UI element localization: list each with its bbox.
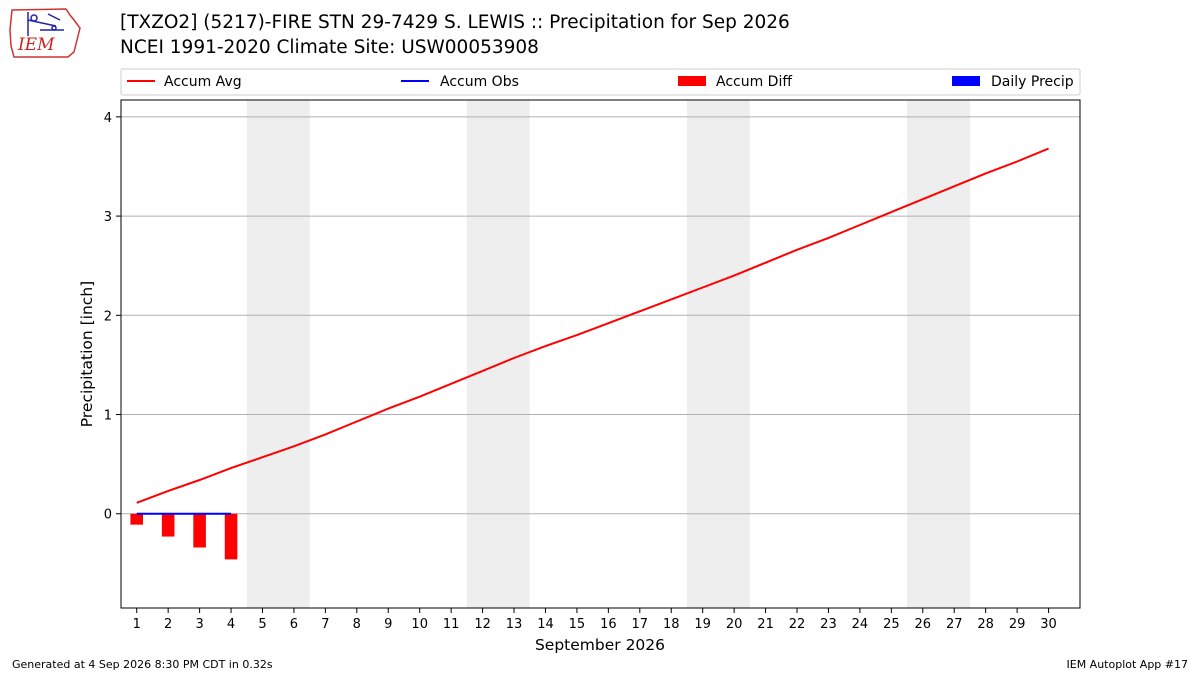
x-tick-label-5: 5 xyxy=(258,617,266,632)
weekend-shading xyxy=(246,100,970,608)
x-tick-label-18: 18 xyxy=(663,617,680,632)
y-tick-label-1: 1 xyxy=(104,409,112,424)
x-tick-label-4: 4 xyxy=(227,617,235,632)
x-tick-label-17: 17 xyxy=(632,617,649,632)
x-tick-label-2: 2 xyxy=(164,617,172,632)
legend-label-accum-obs: Accum Obs xyxy=(440,74,519,90)
x-tick-label-16: 16 xyxy=(600,617,617,632)
x-tick-label-9: 9 xyxy=(384,617,392,632)
x-tick-label-15: 15 xyxy=(569,617,586,632)
logo-text: IEM xyxy=(17,35,55,55)
footer-generated: Generated at 4 Sep 2026 8:30 PM CDT in 0… xyxy=(12,658,273,671)
x-tick-label-1: 1 xyxy=(133,617,141,632)
y-tick-label-3: 3 xyxy=(104,210,112,225)
legend: Accum Avg Accum Obs Accum Diff Daily Pre… xyxy=(120,68,1081,96)
y-tick-label-4: 4 xyxy=(104,111,112,126)
y-tick-label-0: 0 xyxy=(104,508,112,523)
x-tick-label-11: 11 xyxy=(443,617,460,632)
x-tick-label-20: 20 xyxy=(726,617,743,632)
x-axis-label: September 2026 xyxy=(535,636,665,654)
x-tick-label-27: 27 xyxy=(946,617,963,632)
x-tick-label-12: 12 xyxy=(474,617,491,632)
x-tick-label-13: 13 xyxy=(506,617,523,632)
accum-diff-bar-1 xyxy=(130,513,144,525)
grid-lines xyxy=(121,116,1080,515)
x-tick-label-7: 7 xyxy=(321,617,329,632)
legend-swatch-accum-diff xyxy=(678,76,706,86)
accum-avg-line xyxy=(136,147,1049,504)
x-tick-label-21: 21 xyxy=(757,617,774,632)
weekend-band-0 xyxy=(246,100,310,608)
legend-box xyxy=(120,68,1081,96)
x-tick-label-19: 19 xyxy=(694,617,711,632)
weather-station-icon xyxy=(27,12,64,36)
x-tick-label-23: 23 xyxy=(820,617,837,632)
x-tick-label-6: 6 xyxy=(290,617,298,632)
footer-app: IEM Autoplot App #17 xyxy=(1066,658,1189,671)
x-tick-label-26: 26 xyxy=(915,617,932,632)
legend-label-daily-precip: Daily Precip xyxy=(991,74,1074,90)
x-tick-label-28: 28 xyxy=(977,617,994,632)
iem-logo: IEM xyxy=(9,8,81,58)
legend-swatch-daily-precip xyxy=(952,76,980,86)
legend-label-accum-diff: Accum Diff xyxy=(716,74,792,90)
x-tick-label-24: 24 xyxy=(852,617,869,632)
series-lines xyxy=(136,147,1049,515)
x-tick-label-25: 25 xyxy=(883,617,900,632)
x-tick-label-22: 22 xyxy=(789,617,806,632)
chart-title: [TXZO2] (5217)-FIRE STN 29-7429 S. LEWIS… xyxy=(120,12,790,33)
x-tick-label-30: 30 xyxy=(1040,617,1057,632)
y-axis-label: Precipitation [inch] xyxy=(78,281,96,427)
weekend-band-3 xyxy=(907,100,970,608)
accum-diff-bar-2 xyxy=(161,513,175,537)
legend-label-accum-avg: Accum Avg xyxy=(164,74,242,90)
x-tick-label-29: 29 xyxy=(1009,617,1026,632)
y-tick-label-2: 2 xyxy=(104,309,112,324)
weekend-band-2 xyxy=(686,100,750,608)
chart-subtitle: NCEI 1991-2020 Climate Site: USW00053908 xyxy=(120,37,539,58)
x-tick-label-3: 3 xyxy=(195,617,203,632)
x-tick-label-14: 14 xyxy=(537,617,554,632)
bars xyxy=(130,513,238,560)
accum-diff-bar-4 xyxy=(224,513,238,560)
weekend-band-1 xyxy=(466,100,530,608)
x-tick-label-10: 10 xyxy=(411,617,428,632)
x-tick-label-8: 8 xyxy=(353,617,361,632)
plot-frame xyxy=(120,99,1081,609)
accum-diff-bar-3 xyxy=(193,513,206,548)
